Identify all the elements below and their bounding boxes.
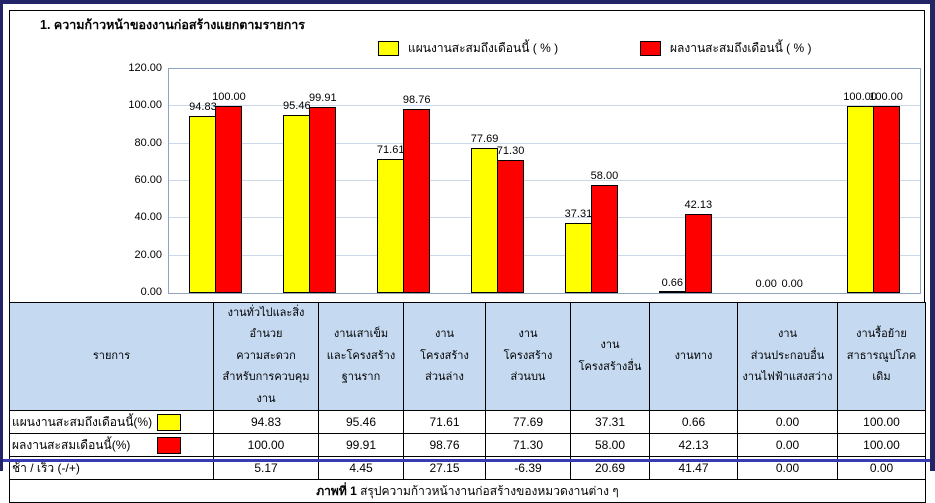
column-header-category: งาน โครงสร้างอื่น bbox=[570, 301, 650, 412]
table-cell: 98.76 bbox=[403, 433, 486, 458]
gridline bbox=[169, 180, 920, 181]
table-row: ผลงานสะสมเดือนนี้(%) 100.00 99.91 98.76 71.3… bbox=[9, 433, 926, 458]
bar-actual bbox=[497, 159, 525, 293]
bar-actual bbox=[684, 214, 712, 293]
bar-actual bbox=[309, 106, 337, 293]
column-header-category: งานทั่วไปและสิ่งอำนวย ความสะดวก สำหรับกา… bbox=[213, 301, 319, 412]
bar-plan bbox=[658, 291, 686, 293]
bar-value-label: 95.46 bbox=[283, 99, 311, 112]
row-label: ผลงานสะสมเดือนนี้(%) bbox=[12, 437, 131, 452]
bar-plan bbox=[471, 147, 499, 293]
row-label-cell: ผลงานสะสมเดือนนี้(%) bbox=[9, 433, 214, 458]
bar-actual bbox=[590, 184, 618, 293]
column-header-category: งาน โครงสร้าง ส่วนบน bbox=[485, 301, 571, 412]
plan-color-swatch-icon bbox=[378, 40, 399, 56]
table-cell: 94.83 bbox=[213, 410, 319, 435]
figure-caption-number: ภาพที่ 1 bbox=[316, 483, 357, 498]
bar-value-label: 37.31 bbox=[564, 208, 593, 221]
legend-item-actual: ผลงานสะสมถึงเดือนนี้ ( % ) bbox=[640, 39, 812, 57]
column-header-category: งานรื้อย้าย สาธารณูปโภคเดิม bbox=[837, 301, 926, 412]
bar-value-label: 0.66 bbox=[661, 276, 684, 289]
bar-value-label: 100.00 bbox=[869, 91, 903, 104]
table-cell: 95.46 bbox=[318, 410, 404, 435]
bar-value-label: 77.69 bbox=[470, 132, 499, 145]
legend-label-actual: ผลงานสะสมถึงเดือนนี้ ( % ) bbox=[670, 40, 812, 55]
gridline bbox=[169, 142, 920, 144]
table-row: แผนงานสะสมถึงเดือนนี้(%) 94.83 95.46 71.61 7… bbox=[9, 410, 926, 435]
bar-plan bbox=[189, 115, 217, 293]
bar-value-label: 0.00 bbox=[781, 278, 803, 290]
gridline bbox=[169, 105, 920, 107]
bar-plan bbox=[564, 223, 592, 293]
bar-actual bbox=[215, 106, 243, 293]
bar-value-label: 42.13 bbox=[684, 199, 713, 212]
bar-value-label: 100.00 bbox=[843, 91, 877, 104]
legend-label-plan: แผนงานสะสมถึงเดือนนี้ ( % ) bbox=[408, 40, 559, 55]
table-cell: 42.13 bbox=[649, 433, 738, 458]
table-cell: 71.30 bbox=[485, 433, 571, 458]
bar-plan bbox=[846, 106, 874, 293]
table-cell: 71.61 bbox=[403, 410, 486, 435]
column-header-items: รายการ bbox=[9, 301, 214, 412]
table-cell: 100.00 bbox=[837, 410, 926, 435]
column-header-category: งาน โครงสร้าง ส่วนล่าง bbox=[403, 301, 486, 412]
actual-row-swatch-icon bbox=[157, 436, 181, 454]
plan-row-swatch-icon bbox=[157, 413, 181, 431]
bar-value-label: 71.61 bbox=[376, 144, 405, 157]
y-axis-tick-label: 60.00 bbox=[134, 174, 162, 186]
y-axis-tick-label: 0.00 bbox=[140, 286, 162, 298]
y-axis-tick-label: 100.00 bbox=[128, 99, 162, 112]
row-label: แผนงานสะสมถึงเดือนนี้(%) bbox=[12, 414, 153, 429]
column-header-category: งานเสาเข็ม และโครงสร้าง ฐานราก bbox=[318, 301, 404, 412]
table-header-row: รายการ งานทั่วไปและสิ่งอำนวย ความสะดวก สำ… bbox=[9, 301, 926, 412]
table-cell: 0.00 bbox=[737, 410, 838, 435]
caption-row: ภาพที่ 1 สรุปความก้าวหน้างานก่อสร้างของห… bbox=[9, 479, 926, 503]
y-axis-tick-label: 80.00 bbox=[134, 136, 162, 149]
bar-chart-plot: 94.83 100.00 95.46 99.91 71.61 98.76 77.69 71.3… bbox=[168, 68, 921, 294]
page-title: 1. ความก้าวหน้าของงานก่อสร้างแยกตามรายกา… bbox=[40, 18, 305, 32]
gridline bbox=[169, 254, 920, 256]
progress-table: รายการ งานทั่วไปและสิ่งอำนวย ความสะดวก สำ… bbox=[9, 301, 926, 503]
table-cell: 37.31 bbox=[570, 410, 650, 435]
legend-item-plan: แผนงานสะสมถึงเดือนนี้ ( % ) bbox=[378, 39, 558, 57]
column-header-category: งานทาง bbox=[649, 301, 738, 412]
chart-panel: 1. ความก้าวหน้าของงานก่อสร้างแยกตามรายกา… bbox=[9, 10, 925, 303]
bar-value-label: 94.83 bbox=[189, 100, 217, 113]
figure-caption: ภาพที่ 1 สรุปความก้าวหน้างานก่อสร้างของห… bbox=[9, 479, 926, 503]
row-label-cell: แผนงานสะสมถึงเดือนนี้(%) bbox=[9, 410, 214, 435]
table-cell: 99.91 bbox=[318, 433, 404, 458]
table-body: แผนงานสะสมถึงเดือนนี้(%) 94.83 95.46 71.61 7… bbox=[9, 410, 926, 481]
column-header-category: งาน ส่วนประกอบอื่น งานไฟฟ้าแสงสว่าง bbox=[737, 301, 838, 412]
table-cell: 0.00 bbox=[737, 433, 838, 458]
page-bottom-rule bbox=[3, 459, 930, 462]
bar-value-label: 100.00 bbox=[212, 91, 246, 104]
bar-value-label: 98.76 bbox=[402, 93, 431, 106]
bar-value-label: 99.91 bbox=[309, 91, 337, 104]
bar-value-label: 71.30 bbox=[496, 144, 525, 157]
bar-actual bbox=[872, 106, 900, 293]
table-cell: 100.00 bbox=[837, 433, 926, 458]
table-cell: 0.66 bbox=[649, 410, 738, 435]
bar-plan bbox=[377, 159, 405, 293]
y-axis-tick-label: 40.00 bbox=[134, 211, 162, 224]
figure-caption-text: สรุปความก้าวหน้างานก่อสร้างของหมวดงานต่า… bbox=[356, 483, 619, 498]
bar-plan bbox=[283, 114, 311, 293]
table-cell: 58.00 bbox=[570, 433, 650, 458]
y-axis-tick-label: 20.00 bbox=[134, 248, 162, 261]
bar-value-label: 0.00 bbox=[755, 278, 777, 290]
y-axis-tick-label: 120.00 bbox=[128, 62, 162, 74]
gridline bbox=[169, 217, 920, 219]
table-cell: 77.69 bbox=[485, 410, 571, 435]
table-cell: 100.00 bbox=[213, 433, 319, 458]
bar-value-label: 58.00 bbox=[590, 169, 619, 182]
actual-color-swatch-icon bbox=[640, 40, 661, 56]
bar-actual bbox=[403, 108, 431, 293]
